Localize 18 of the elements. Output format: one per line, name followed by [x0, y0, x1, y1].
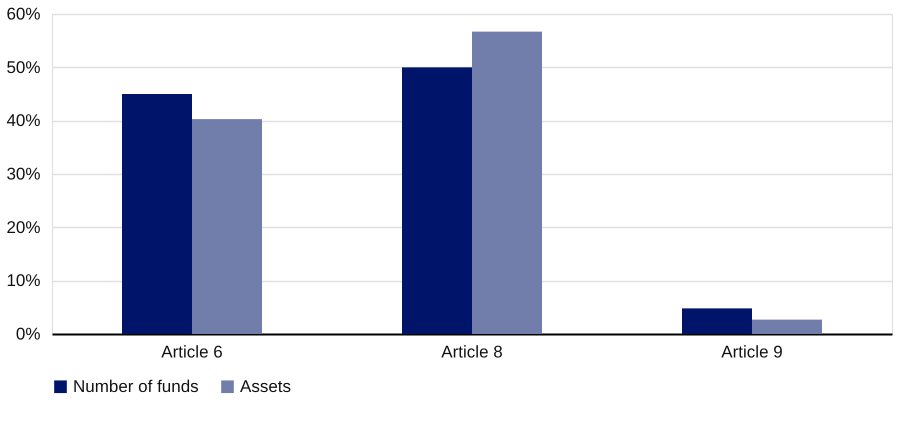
y-tick-label: 60%: [6, 4, 40, 24]
y-tick-label: 10%: [6, 271, 40, 290]
y-tick-label: 40%: [6, 111, 40, 130]
y-tick-label: 20%: [6, 218, 40, 237]
x-tick-label: Article 9: [721, 342, 783, 362]
bar: [682, 308, 752, 334]
legend-label: Number of funds: [73, 376, 199, 396]
bar: [402, 67, 472, 334]
bar: [192, 119, 262, 334]
y-tick-label: 0%: [16, 324, 40, 344]
bar: [752, 320, 822, 334]
y-tick-label: 50%: [6, 58, 40, 77]
bar: [122, 94, 192, 334]
y-tick-label: 30%: [6, 164, 40, 184]
x-tick-label: Article 8: [441, 342, 503, 362]
x-tick-label: Article 6: [161, 342, 223, 362]
legend-label: Assets: [240, 376, 292, 396]
bar: [472, 32, 542, 334]
